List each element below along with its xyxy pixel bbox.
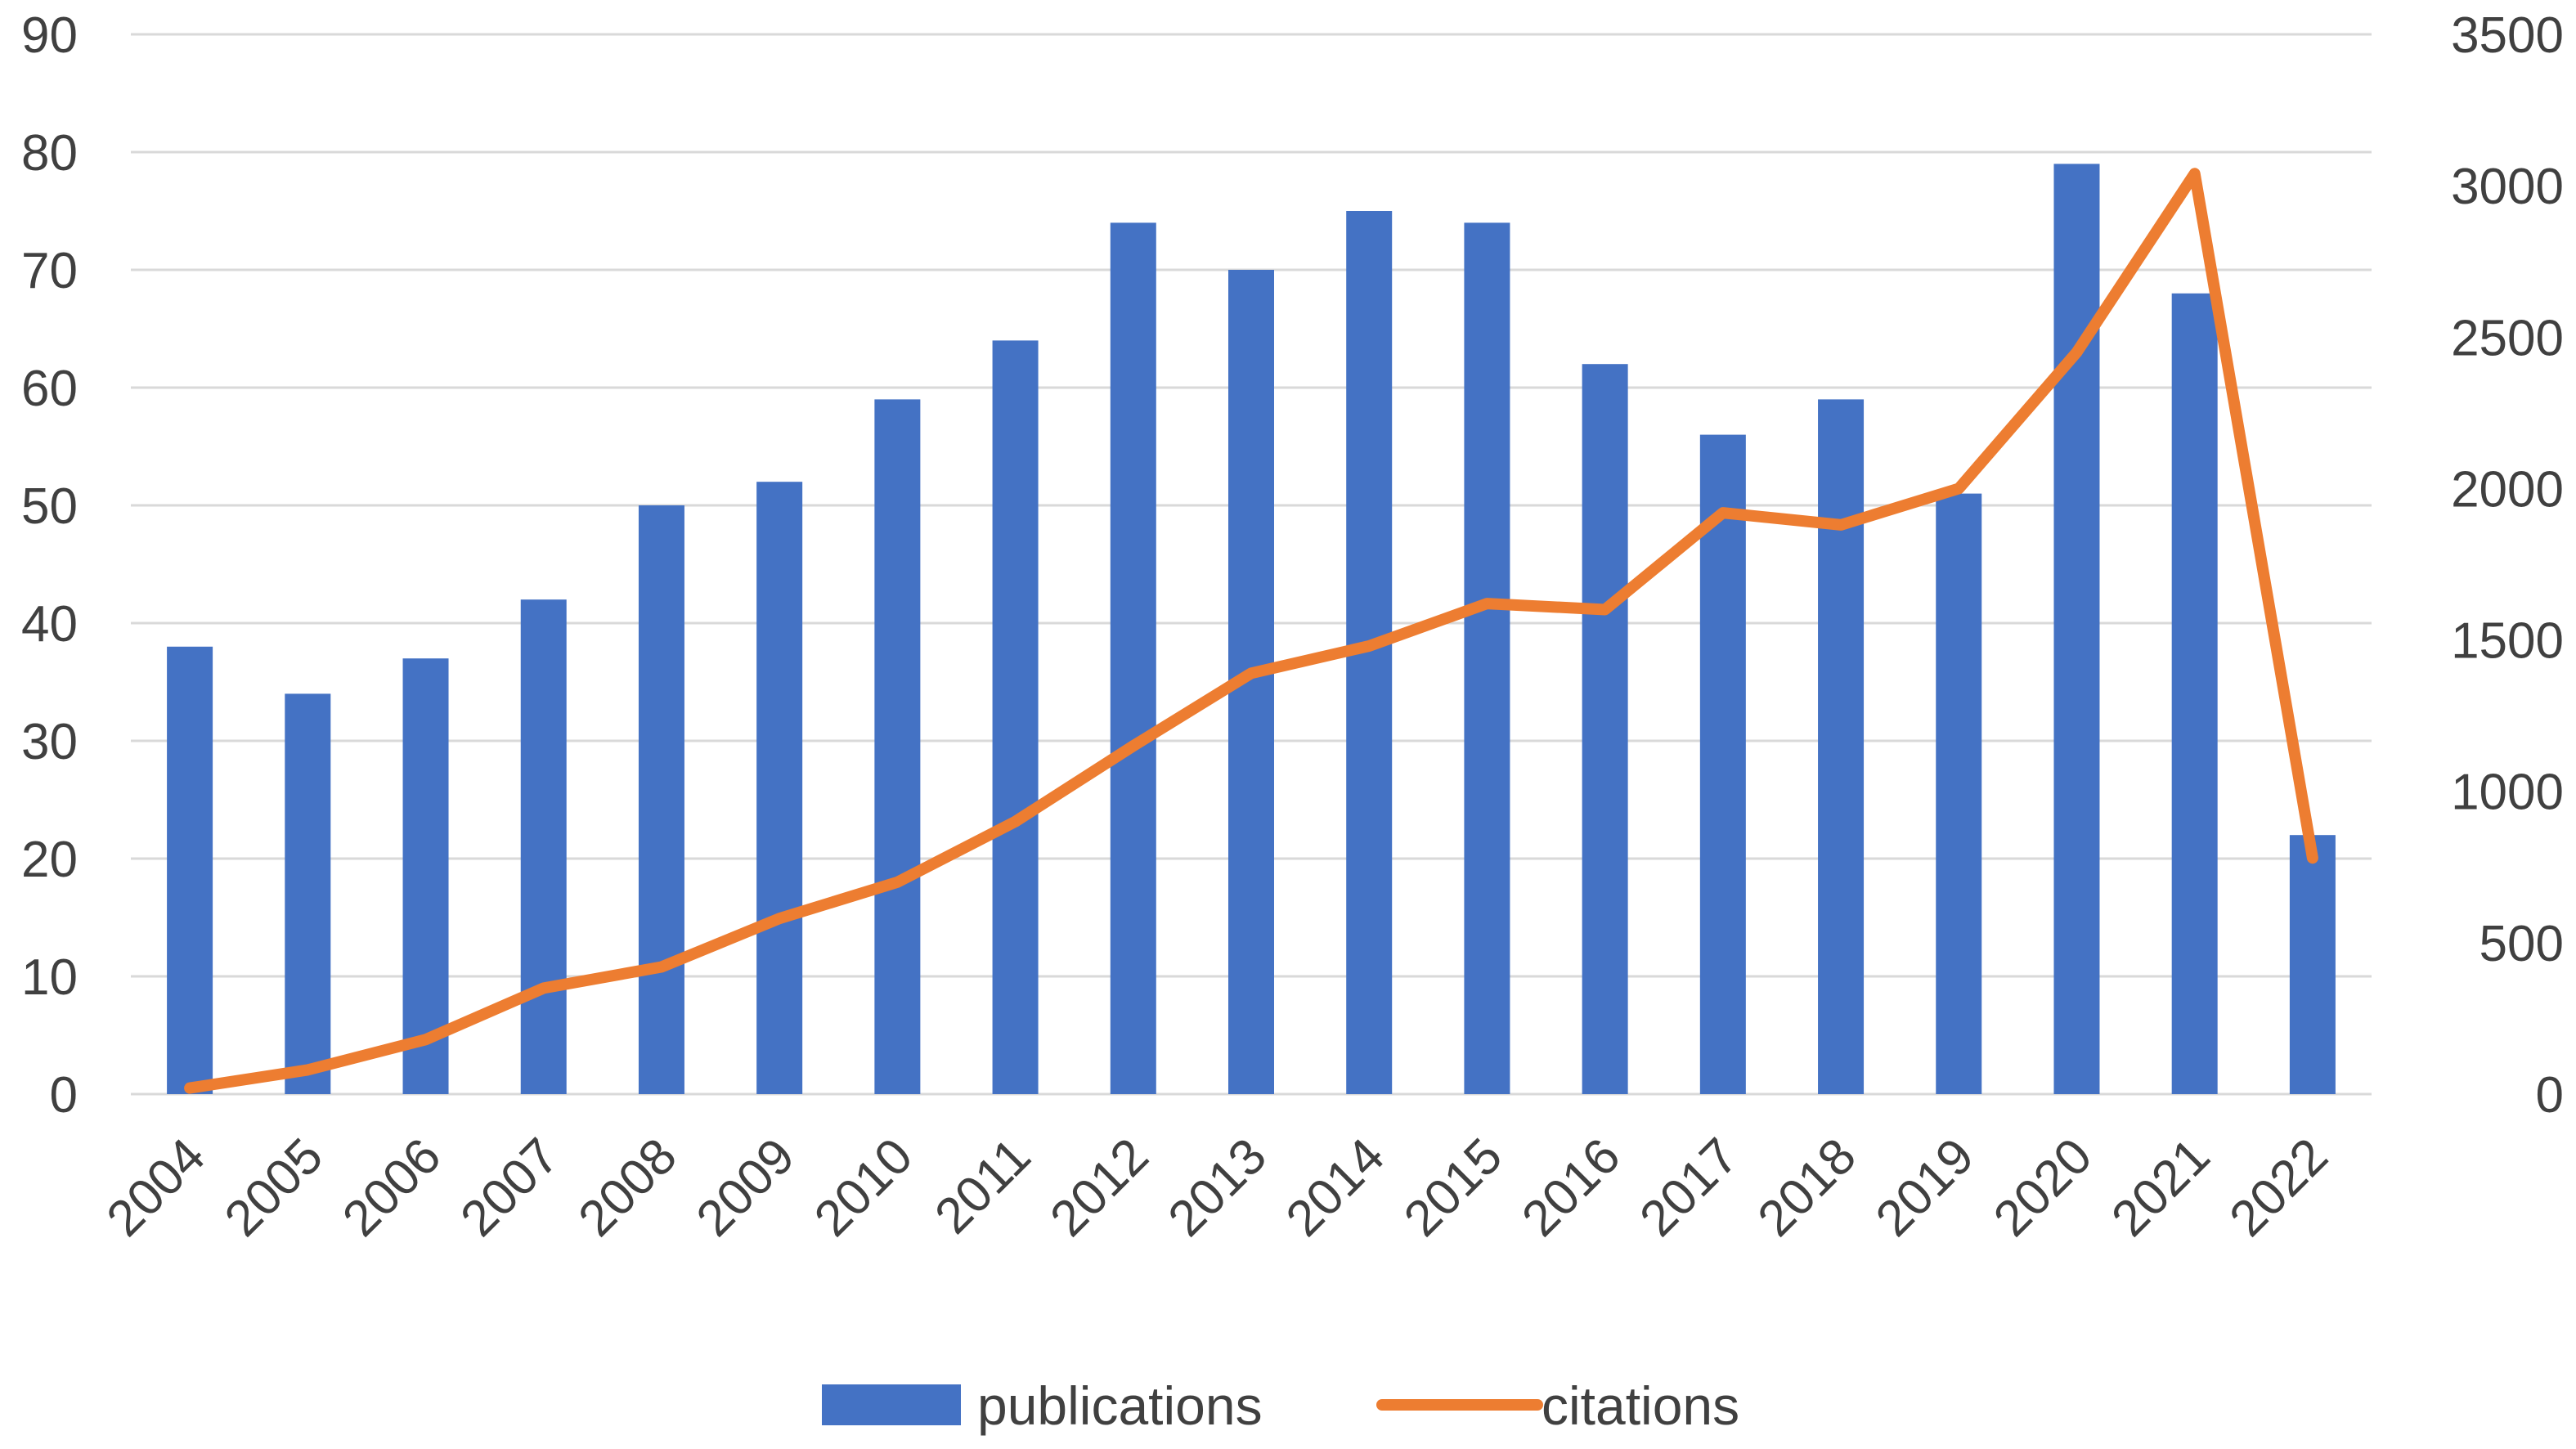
left-y-tick-label: 50: [21, 478, 78, 535]
left-y-tick-label: 30: [21, 714, 78, 770]
bar-publications: [874, 399, 921, 1094]
bar-publications: [402, 658, 449, 1094]
legend: publications citations: [822, 1375, 1739, 1436]
citations-point: [2310, 856, 2314, 860]
citations-point: [541, 986, 545, 990]
citations-point: [1131, 744, 1135, 748]
left-y-axis: 0 10 20 30 40 50 60 70 80 90: [21, 7, 78, 1124]
citations-point: [1250, 671, 1253, 675]
right-y-tick-label: 2000: [2451, 461, 2564, 518]
bar-publications: [992, 340, 1039, 1094]
left-y-tick-label: 10: [21, 949, 78, 1006]
citations-point: [1603, 608, 1607, 612]
bar-publications: [2289, 835, 2336, 1094]
bar-publications: [1699, 434, 1746, 1094]
citations-point: [895, 880, 900, 884]
x-tick-label: 2014: [1276, 1128, 1395, 1247]
citations-point: [1957, 487, 1961, 491]
legend-label-publications: publications: [977, 1375, 1263, 1436]
citations-point: [2192, 172, 2197, 176]
citations-point: [1721, 511, 1725, 515]
x-tick-label: 2021: [2101, 1128, 2220, 1247]
citations-point: [778, 917, 782, 921]
citations-point: [1485, 602, 1489, 606]
citations-point: [1367, 644, 1371, 648]
x-tick-label: 2007: [450, 1128, 569, 1247]
citations-line-layer: [184, 168, 2318, 1094]
bar-publications: [1936, 493, 1982, 1094]
bar-publications: [756, 482, 803, 1094]
left-y-tick-label: 20: [21, 832, 78, 888]
x-tick-label: 2010: [804, 1128, 923, 1247]
right-y-tick-label: 1000: [2451, 765, 2564, 821]
x-tick-label: 2016: [1511, 1128, 1631, 1247]
x-tick-label: 2004: [96, 1128, 216, 1247]
x-tick-label: 2022: [2219, 1128, 2338, 1247]
bar-publications: [1582, 364, 1628, 1094]
publications-bars: [167, 164, 2336, 1094]
citations-point: [1839, 523, 1843, 527]
legend-label-citations: citations: [1542, 1375, 1739, 1436]
citations-point: [659, 965, 663, 969]
right-y-tick-label: 500: [2480, 916, 2564, 972]
citations-point: [424, 1038, 428, 1042]
legend-swatch-publications: [822, 1384, 961, 1425]
bar-publications: [2171, 293, 2218, 1094]
x-tick-label: 2019: [1865, 1128, 1985, 1247]
citations-point: [188, 1086, 192, 1090]
right-y-tick-label: 3500: [2451, 7, 2564, 64]
right-y-axis: 0 500 1000 1500 2000 2500 3000 3500: [2451, 7, 2564, 1124]
bar-publications: [1110, 222, 1156, 1094]
bar-publications: [638, 505, 684, 1094]
citations-point: [2075, 350, 2079, 354]
right-y-tick-label: 3000: [2451, 159, 2564, 215]
x-tick-label: 2017: [1629, 1128, 1748, 1247]
bar-publications: [1818, 399, 1865, 1094]
x-tick-label: 2020: [1983, 1128, 2103, 1247]
bar-publications: [167, 646, 213, 1094]
left-y-tick-label: 90: [21, 7, 78, 64]
x-tick-label: 2008: [568, 1128, 688, 1247]
x-tick-label: 2015: [1393, 1128, 1513, 1247]
x-tick-label: 2012: [1039, 1128, 1159, 1247]
x-tick-label: 2018: [1748, 1128, 1867, 1247]
x-tick-label: 2005: [214, 1128, 334, 1247]
left-y-tick-label: 0: [50, 1067, 78, 1124]
left-y-tick-label: 80: [21, 125, 78, 182]
x-tick-label: 2009: [686, 1128, 806, 1247]
right-y-tick-label: 0: [2536, 1067, 2564, 1124]
bar-publications: [2053, 164, 2100, 1094]
bar-publications: [1464, 222, 1510, 1094]
x-tick-label: 2011: [924, 1128, 1041, 1245]
right-y-tick-label: 2500: [2451, 310, 2564, 366]
bar-publications: [520, 599, 567, 1094]
citations-point: [306, 1068, 310, 1072]
x-tick-label: 2013: [1158, 1128, 1277, 1247]
left-y-tick-label: 60: [21, 361, 78, 417]
citations-point: [1013, 819, 1017, 823]
left-y-tick-label: 70: [21, 243, 78, 299]
left-y-tick-label: 40: [21, 596, 78, 653]
right-y-tick-label: 1500: [2451, 613, 2564, 670]
x-tick-label: 2006: [332, 1128, 451, 1247]
bar-publications: [285, 693, 331, 1094]
